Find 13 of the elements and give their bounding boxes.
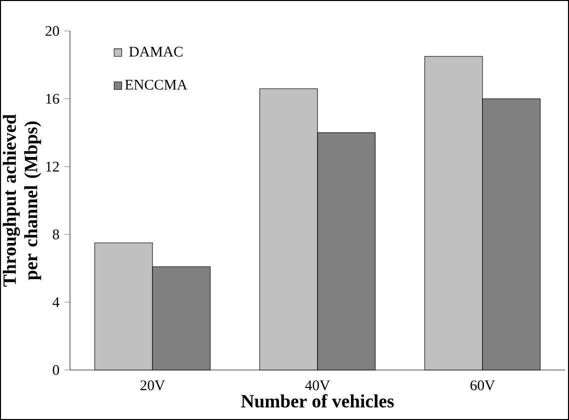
legend-label: DAMAC [129,46,183,57]
legend-label: ENCCMA [125,80,188,90]
y-tick-label: 4 [52,297,60,308]
y-tick-label: 20 [46,26,60,36]
y-tick-label: 16 [46,94,60,104]
y-tick-label: 8 [52,229,60,240]
x-tick-label: 60V [470,380,495,390]
x-axis-title: Number of vehicles [241,394,394,408]
y-axis-title: Throughput achieved per channel (Mbps) [2,114,42,287]
y-tick-label: 0 [52,365,60,375]
x-tick-label: 20V [140,380,165,390]
x-tick-label: 40V [305,380,330,390]
y-tick-label: 12 [46,162,59,172]
